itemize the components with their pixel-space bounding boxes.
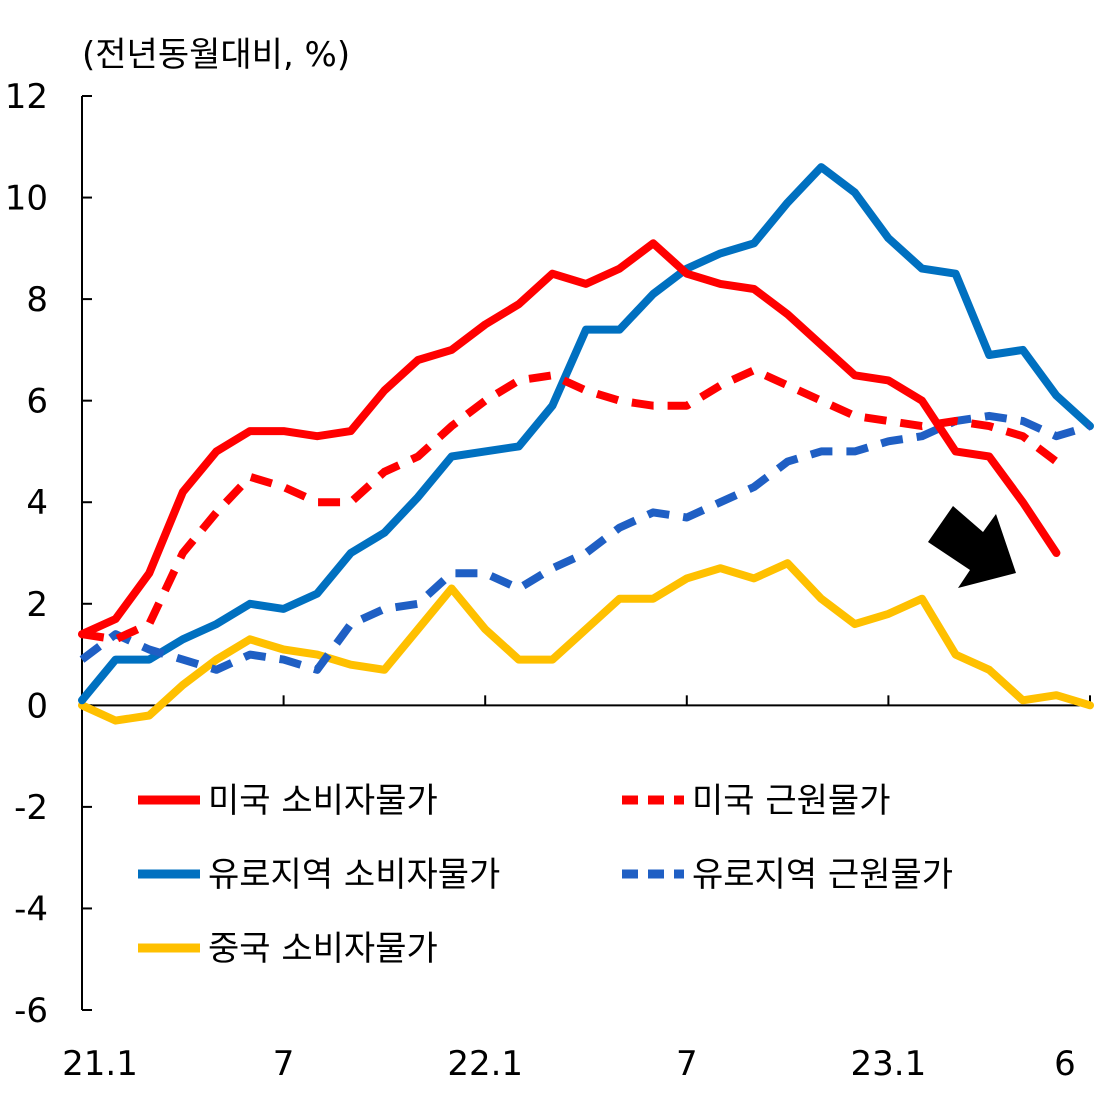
legend-label: 유로지역 근원물가 [692, 855, 953, 895]
y-tick-label: -6 [14, 991, 48, 1031]
legend-label: 중국 소비자물가 [208, 929, 438, 969]
y-tick-label: 2 [26, 585, 48, 625]
x-tick-label: 7 [273, 1044, 295, 1084]
series-layer [78, 163, 1094, 725]
x-tick-label: 23.1 [851, 1044, 927, 1084]
x-tick-label: 6 [1054, 1044, 1076, 1084]
series-line [78, 239, 1061, 639]
series-line [79, 411, 1092, 674]
series-line [81, 366, 1059, 644]
y-tick-label: 8 [26, 280, 48, 320]
y-tick-label: 0 [26, 686, 48, 726]
y-tick-label: 10 [5, 179, 48, 219]
y-tick-label: 6 [26, 382, 48, 422]
y-tick-label: 4 [26, 483, 48, 523]
legend-label: 미국 소비자물가 [208, 781, 438, 821]
y-tick-label: -4 [14, 889, 48, 929]
x-tick-label: 21.1 [62, 1044, 138, 1084]
down-arrow-icon [928, 506, 1016, 588]
series-line [78, 559, 1094, 725]
series-line [78, 163, 1094, 705]
x-tick-label: 7 [676, 1044, 698, 1084]
y-tick-label: 12 [5, 77, 48, 117]
y-tick-label: -2 [14, 788, 48, 828]
unit-label: (전년동월대비, %) [82, 35, 350, 75]
axes: 12 10 8 6 4 2 0 -2 -4 -6 21.1 7 22.1 7 23.1 6 [5, 77, 1092, 1084]
x-tick-label: 22.1 [447, 1044, 523, 1084]
legend-label: 유로지역 소비자물가 [208, 855, 500, 895]
legend-label: 미국 근원물가 [692, 781, 891, 821]
